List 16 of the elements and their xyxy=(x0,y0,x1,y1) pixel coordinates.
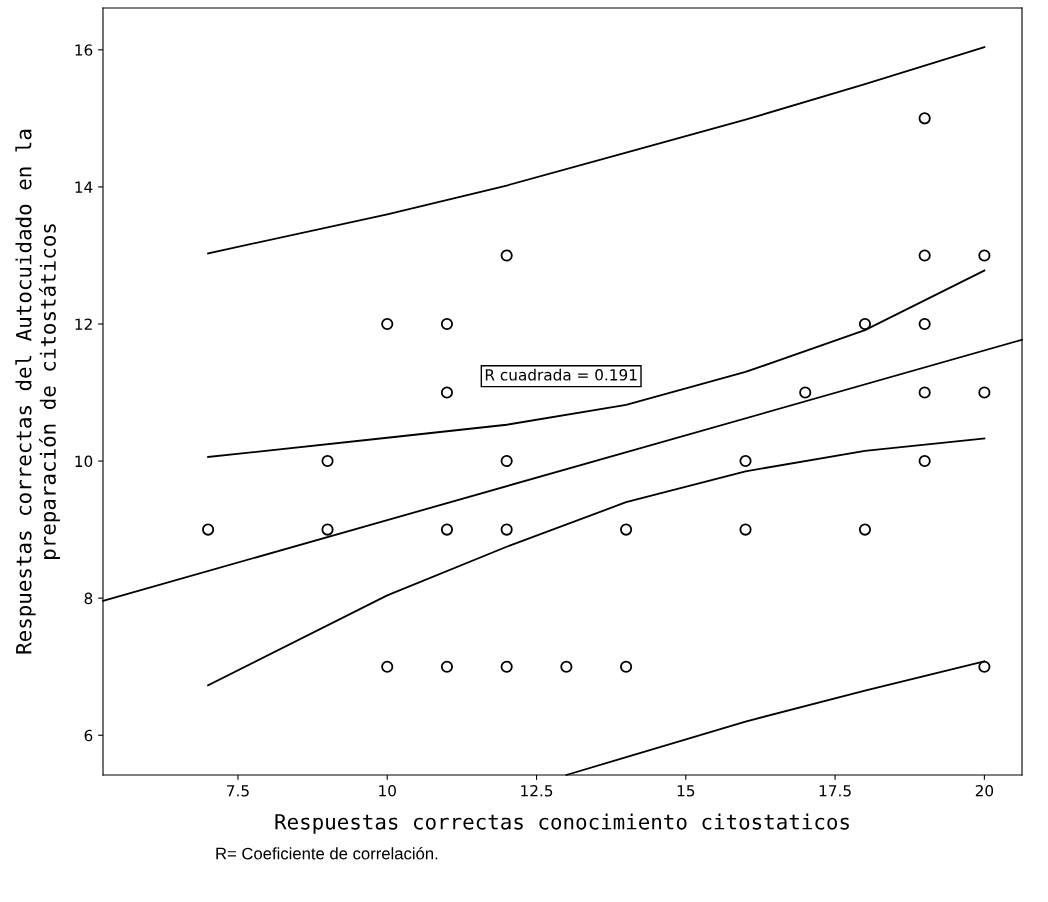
x-axis-title: Respuestas correctas conocimiento citostaticos xyxy=(275,813,849,834)
y-tick-label: 10 xyxy=(75,455,93,468)
x-tick-label: 20 xyxy=(975,784,994,797)
y-tick-label: 8 xyxy=(84,592,93,605)
x-tick-label: 12.5 xyxy=(521,784,553,797)
annotation: R cuadrada = 0.191 xyxy=(485,368,637,381)
text: R= Coeficiente de correlación. xyxy=(216,847,438,860)
y-tick-label: 6 xyxy=(84,729,93,742)
x-tick-label: 17.5 xyxy=(819,785,851,797)
y-tick-label: 14 xyxy=(75,181,93,193)
y-axis-title: Respuestas correctas del Autocuidado en la preparación de citostáticos xyxy=(15,129,60,654)
x-tick-label: 15 xyxy=(677,785,695,797)
y-tick-label: 12 xyxy=(75,318,92,330)
x-tick-label: 10 xyxy=(379,784,396,797)
x-tick-label: 7.5 xyxy=(227,785,249,797)
y-tick-label: 16 xyxy=(75,44,93,56)
